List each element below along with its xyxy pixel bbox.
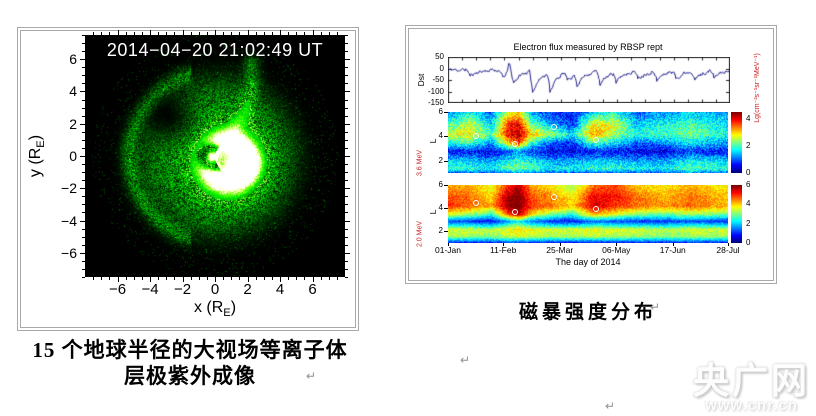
left-figure-caption: 15 个地球半径的大视场等离子体 层极紫外成像 (14, 337, 366, 389)
colorbar-2.0mev (731, 185, 742, 243)
rept-figure-title: Electron flux measured by RBSP rept (513, 42, 663, 52)
paragraph-mark: ↵ (460, 353, 471, 367)
energy-band-label-3.6mev: 3.6 MeV (416, 149, 424, 177)
l-shell-axis-label-bottom: L (428, 209, 438, 215)
x-axis-label-text: x (R (193, 298, 224, 316)
y-axis-label-text: y (R (26, 147, 44, 178)
euv-x-axis-label: x (RE) (194, 299, 236, 319)
dst-index-plot (448, 57, 730, 103)
left-caption-line1: 15 个地球半径的大视场等离子体 (32, 338, 348, 362)
y-axis-label-close: ) (26, 134, 44, 141)
euv-plasmasphere-image (85, 35, 345, 277)
paragraph-mark: ↵ (306, 369, 317, 383)
time-axis-label: The day of 2014 (555, 257, 621, 267)
x-axis-label-sub: E (223, 307, 231, 320)
colorbar-3.6mev (731, 112, 742, 173)
x-axis-label-close: ) (230, 298, 237, 316)
euv-image-timestamp: 2014−04−20 21:02:49 UT (106, 40, 324, 60)
flux-spectrogram-2.0mev (448, 185, 728, 243)
watermark-url: www.cnr.cn (705, 397, 798, 414)
euv-y-axis-label: y (RE) (27, 135, 47, 177)
right-figure-caption: 磁暴强度分布 (518, 302, 657, 323)
left-caption-line2: 层极紫外成像 (124, 364, 256, 388)
flux-spectrogram-3.6mev (448, 112, 728, 173)
paragraph-mark: ↵ (605, 399, 616, 413)
cnr-watermark: 央广网 www.cnr.cn (693, 362, 810, 414)
y-axis-label-sub: E (35, 140, 48, 148)
paragraph-mark: ↵ (650, 300, 661, 314)
l-shell-axis-label-top: L (428, 138, 438, 144)
energy-band-label-2.0mev: 2.0 MeV (416, 220, 424, 248)
dst-axis-label: Dst (416, 73, 426, 87)
flux-unit-label: Lg(cm⁻²s⁻¹sr⁻¹MeV⁻¹) (754, 53, 761, 123)
watermark-title: 央广网 (692, 360, 810, 402)
